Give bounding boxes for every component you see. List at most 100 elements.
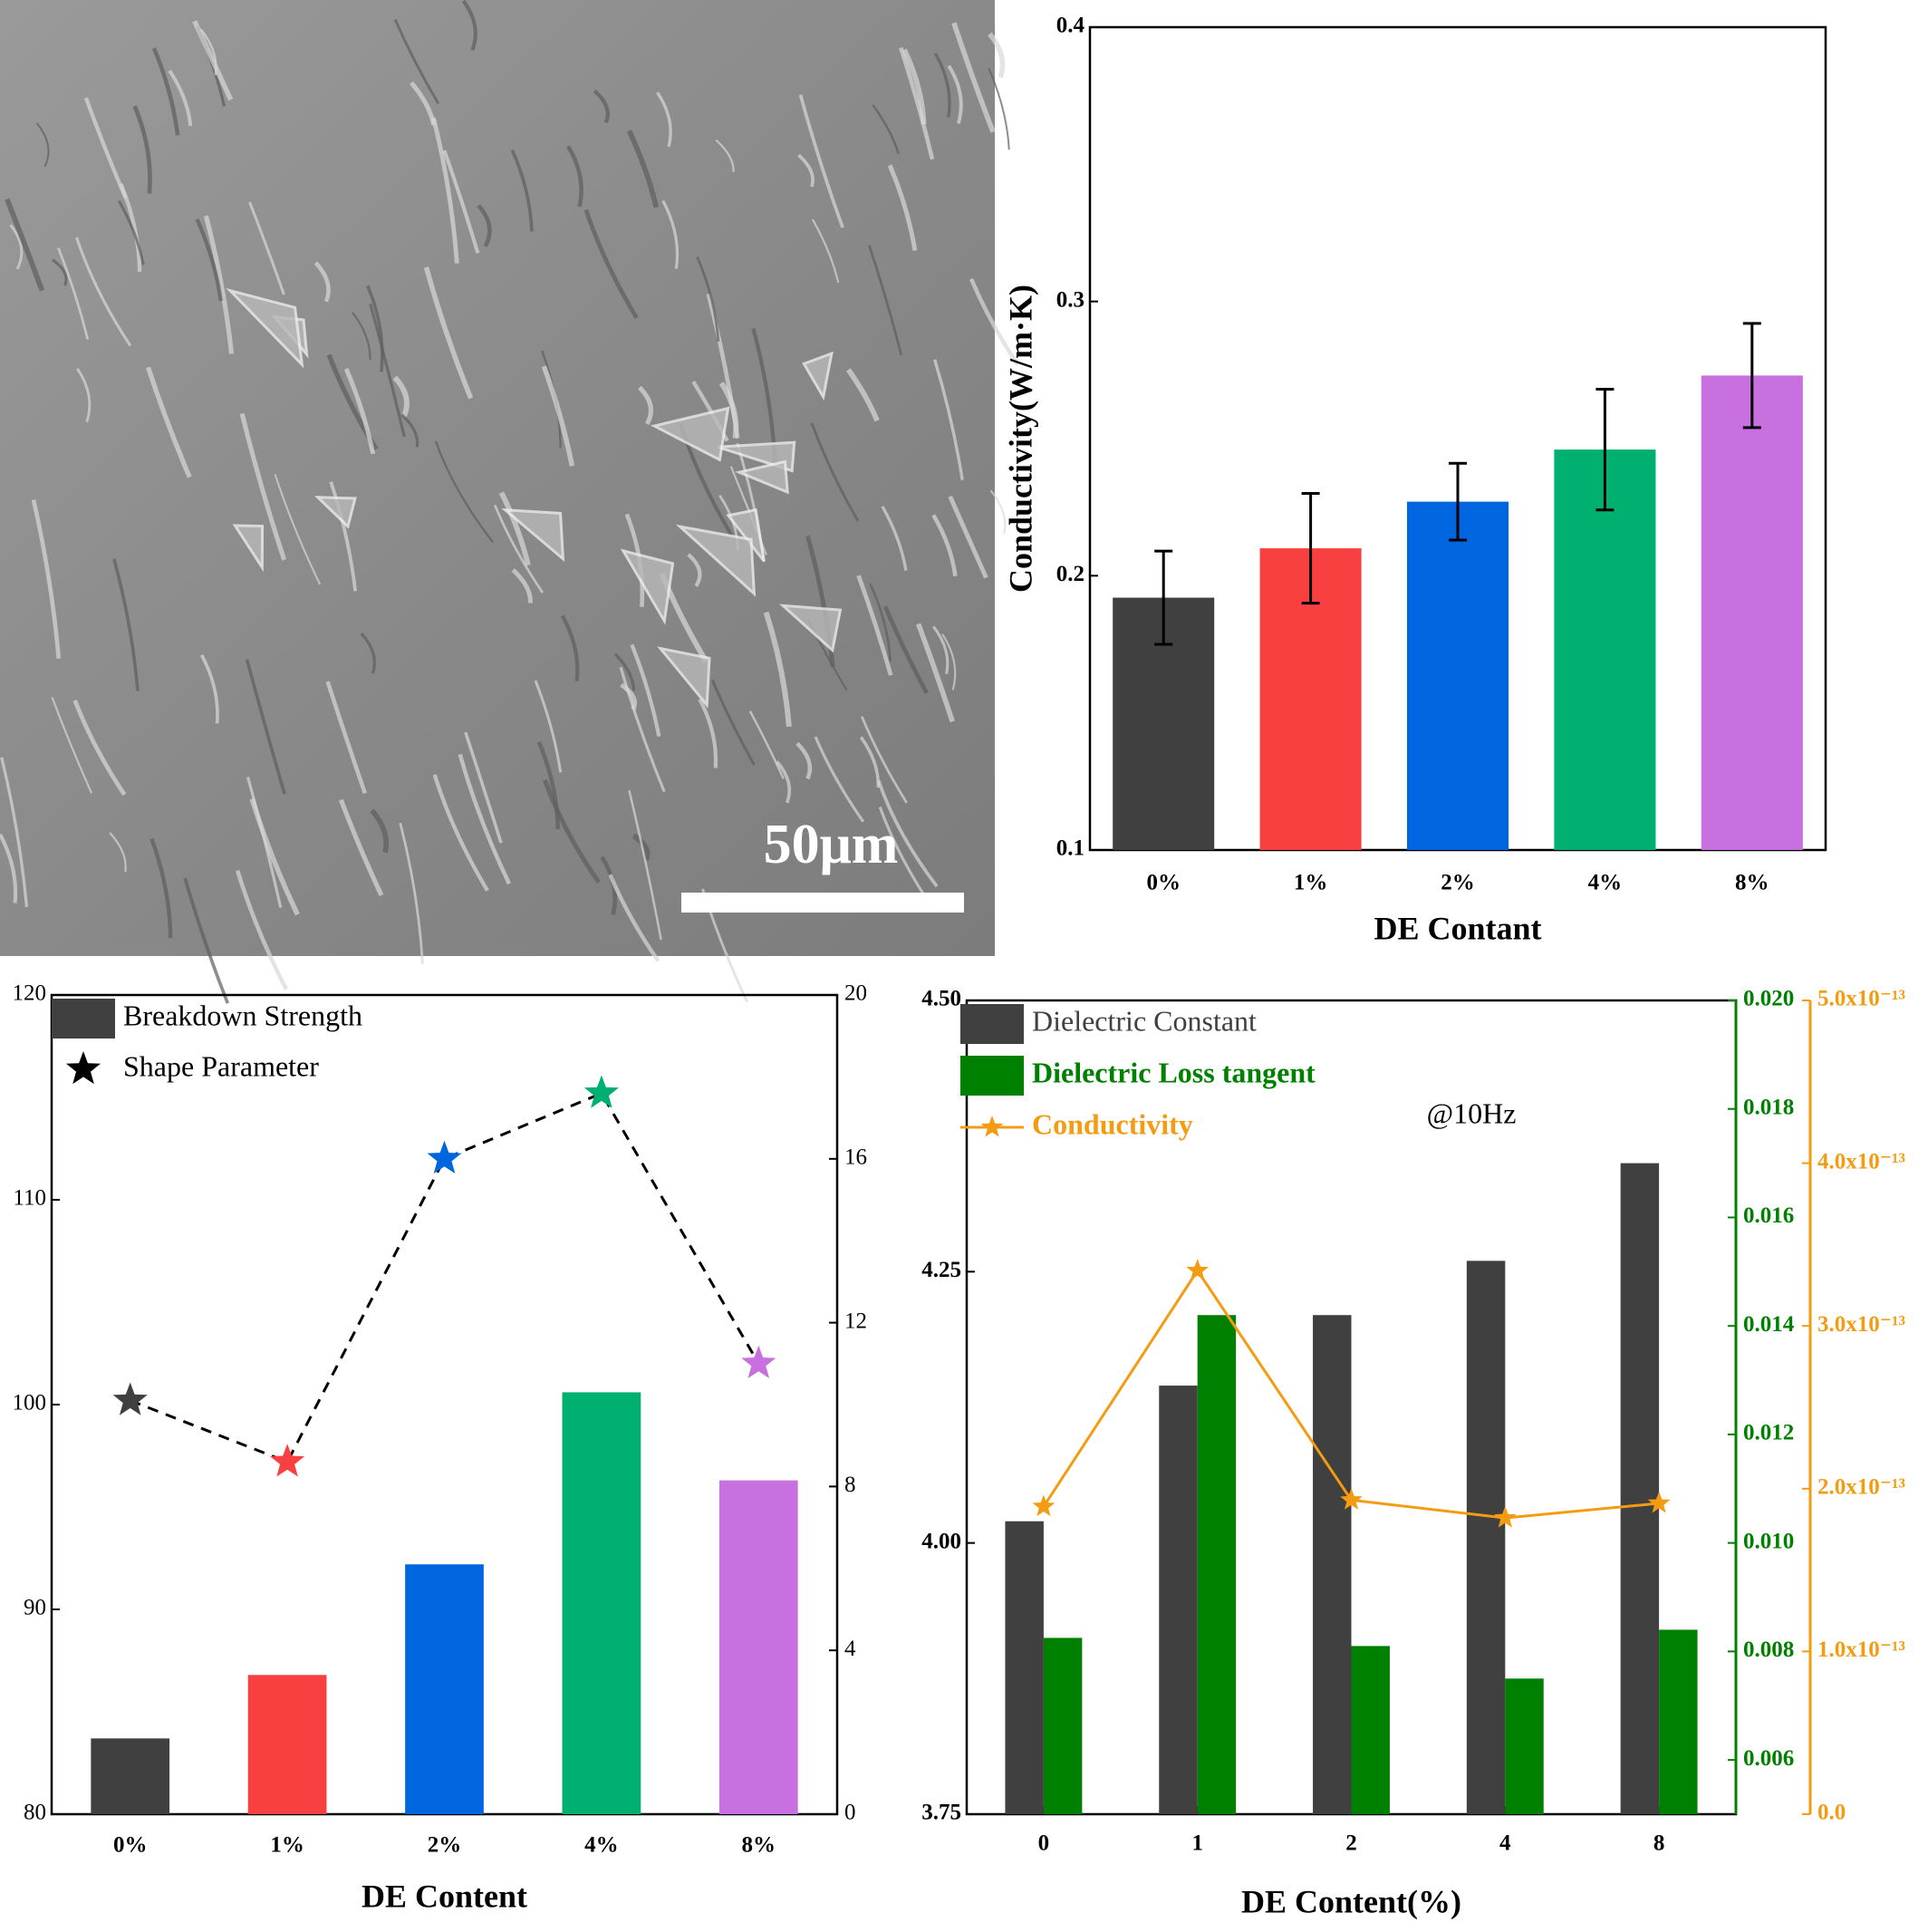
sem-fragment — [314, 496, 357, 529]
sem-streak — [493, 504, 545, 594]
sem-streak — [969, 277, 1020, 366]
star-marker — [1647, 1492, 1671, 1513]
sem-streak — [876, 779, 939, 888]
bar — [1554, 449, 1656, 850]
sem-streak — [511, 568, 533, 604]
sem-streak — [619, 666, 666, 793]
y2-tick-label: 0.016 — [1743, 1203, 1794, 1228]
sem-fragment — [620, 548, 675, 625]
sem-streak — [239, 412, 287, 561]
sem-streak — [775, 760, 792, 804]
sem-fragment — [778, 604, 843, 653]
sem-streak — [392, 375, 410, 419]
scale-bar — [681, 893, 964, 913]
sem-streak — [583, 208, 639, 320]
y-tick-label: 100 — [13, 1391, 47, 1415]
line — [130, 1091, 760, 1464]
sem-streak — [797, 153, 815, 188]
sem-streak — [543, 778, 601, 884]
sem-streak — [9, 224, 24, 270]
sem-streak — [887, 164, 918, 251]
sem-streak — [423, 266, 474, 400]
x-tick-label: 1% — [1294, 871, 1328, 895]
y3-tick-label: 2.0x10⁻¹³ — [1817, 1475, 1905, 1500]
star-marker — [1032, 1494, 1056, 1517]
y3-tick-label: 0.0 — [1817, 1801, 1846, 1825]
x-tick-label: 0 — [1038, 1831, 1050, 1856]
sem-streak — [536, 740, 561, 830]
sem-streak — [313, 261, 331, 303]
chart: 80 90 100 110 120 0 4 8 12 16 20 0% 1% 2% 4% 8% Breakdow… — [13, 981, 868, 1915]
x-tick-label: 4 — [1499, 1831, 1511, 1856]
legend-label: Shape Parameter — [123, 1049, 319, 1082]
sem-streak — [370, 808, 390, 854]
error-bar — [1301, 492, 1320, 605]
sem-background — [0, 0, 995, 956]
sem-streak — [988, 67, 1010, 150]
y2-tick-label: 0 — [844, 1801, 856, 1825]
star-marker — [1186, 1259, 1210, 1280]
sem-fragment — [675, 524, 757, 597]
y3-tick-label: 1.0x10⁻¹³ — [1817, 1637, 1905, 1662]
bar — [1505, 1678, 1544, 1814]
sem-streak — [859, 736, 881, 788]
legend-marker — [980, 1116, 1004, 1137]
sem-streak — [149, 837, 173, 939]
bar — [1659, 1629, 1698, 1814]
star-marker — [583, 1075, 619, 1108]
bar — [1043, 1637, 1083, 1814]
bar — [1701, 375, 1803, 850]
sem-streak — [83, 97, 128, 199]
sem-streak — [869, 583, 892, 662]
sem-streak — [168, 69, 193, 126]
sem-streak — [593, 89, 610, 124]
sem-streak — [76, 367, 92, 423]
y-tick-label: 0.2 — [1056, 562, 1084, 586]
y2-tick-label: 0.006 — [1743, 1746, 1794, 1771]
bar — [1406, 501, 1509, 850]
sem-streak — [325, 681, 367, 795]
y2-tick-label: 12 — [844, 1309, 867, 1333]
y-tick-label: 0.4 — [1056, 14, 1085, 38]
sem-streak — [798, 94, 844, 228]
y-tick-label: 80 — [24, 1801, 46, 1825]
sem-streak — [72, 700, 127, 797]
sem-streak — [631, 833, 651, 861]
y-tick-label: 4.00 — [921, 1529, 961, 1553]
sem-streak — [748, 710, 785, 779]
error-bar — [1595, 388, 1615, 512]
sem-streak — [393, 19, 440, 104]
sem-fragment — [650, 406, 730, 462]
sem-streak — [951, 22, 996, 133]
legend-marker — [66, 1051, 101, 1085]
bar — [247, 1675, 327, 1814]
sem-streak — [245, 659, 286, 795]
y-tick-label: 0.3 — [1056, 287, 1084, 312]
sem-streak — [630, 643, 661, 737]
y3-tick-label: 5.0x10⁻¹³ — [1817, 987, 1905, 1011]
bar — [1313, 1315, 1352, 1814]
sem-streak — [715, 139, 735, 173]
x-tick-label: 4% — [1588, 871, 1623, 895]
sem-streak — [192, 20, 234, 101]
y-tick-label: 120 — [13, 981, 47, 1006]
sem-streak — [235, 870, 289, 990]
sem-streak — [933, 53, 951, 118]
star-marker — [270, 1444, 305, 1477]
sem-streak — [0, 757, 29, 908]
sem-streak — [626, 130, 660, 208]
sem-streak — [51, 258, 68, 286]
scale-bar-label: 50μm — [764, 814, 899, 875]
sem-fragment — [226, 287, 304, 369]
y2-tick-label: 0.020 — [1743, 987, 1794, 1011]
x-tick-label: 0% — [1146, 871, 1181, 895]
sem-streak — [203, 215, 235, 354]
sem-fragment — [501, 507, 565, 563]
bar — [405, 1564, 484, 1814]
sem-fragment — [657, 646, 711, 709]
y2-tick-label: 16 — [844, 1145, 867, 1170]
y-axis-label: Conductivity(W/m·K) — [1002, 285, 1038, 593]
sem-streak — [795, 741, 813, 780]
y2-tick-label: 20 — [844, 981, 867, 1006]
y-tick-label: 4.50 — [921, 987, 961, 1011]
